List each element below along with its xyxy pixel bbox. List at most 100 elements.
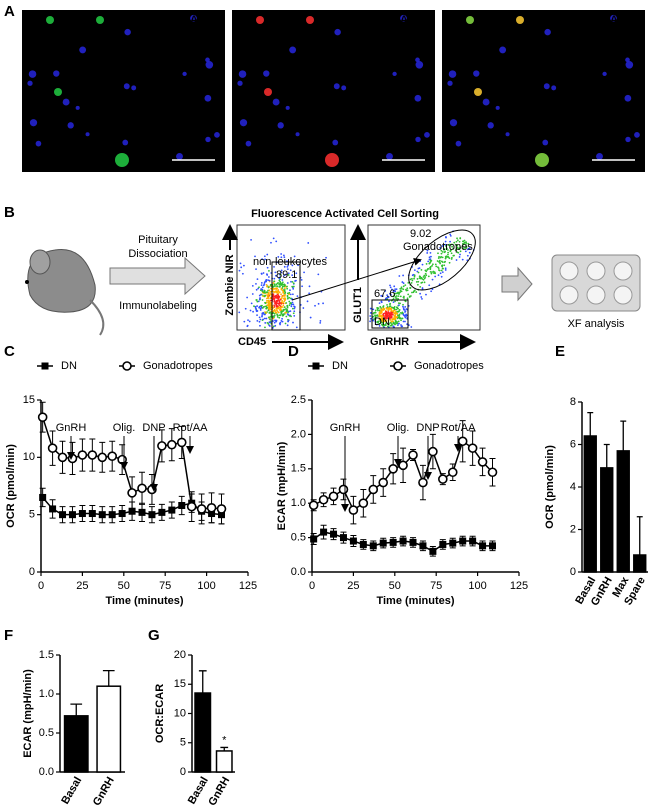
event (407, 293, 410, 296)
event (280, 271, 283, 274)
event (408, 295, 411, 298)
event (265, 297, 268, 300)
event (382, 314, 385, 317)
event (430, 290, 433, 293)
cell (625, 60, 634, 69)
event (421, 281, 424, 284)
event (294, 306, 296, 308)
event (436, 260, 439, 262)
cell (204, 94, 212, 102)
event (276, 299, 279, 302)
event (275, 319, 278, 322)
event (372, 308, 375, 311)
y-tick-label: 0 (180, 766, 186, 778)
event (385, 311, 388, 313)
chart: 0.0 0.5 1.0 1.5 2.0 2.5 ECAR (mpH/min) 0 25 50 75 1… (276, 360, 528, 607)
event (459, 237, 462, 239)
event (391, 323, 393, 326)
event (296, 295, 299, 297)
event (257, 300, 260, 303)
marker (467, 443, 478, 453)
cell (325, 153, 339, 167)
event (392, 295, 395, 298)
bar (194, 692, 212, 773)
cell (67, 122, 74, 129)
event (400, 319, 402, 322)
event (382, 305, 385, 307)
event (266, 321, 269, 324)
event (258, 294, 261, 297)
gate-label: DN (374, 316, 390, 328)
marker (399, 537, 407, 545)
event (417, 280, 420, 283)
event (401, 317, 404, 320)
event (275, 240, 278, 243)
event (267, 293, 270, 296)
event (286, 285, 288, 288)
event (273, 305, 276, 308)
legend-marker (122, 361, 132, 371)
marker (67, 453, 78, 464)
event (289, 293, 292, 296)
cell (28, 70, 37, 78)
cell (237, 80, 243, 86)
marker (128, 507, 136, 515)
event (413, 290, 415, 293)
event (392, 290, 395, 293)
event (464, 246, 467, 249)
event (398, 310, 400, 313)
event (256, 278, 259, 281)
event (431, 263, 434, 266)
event (274, 302, 276, 305)
event (422, 276, 425, 278)
event (396, 310, 399, 313)
x-tick-label: 25 (347, 580, 359, 592)
y-axis-title: OCR:ECAR (154, 684, 166, 743)
event (252, 310, 254, 313)
marker (338, 484, 349, 495)
event (390, 311, 392, 314)
event (264, 301, 266, 304)
event (263, 317, 266, 320)
event (397, 297, 399, 300)
event (459, 250, 462, 253)
marker (127, 488, 137, 498)
event (395, 292, 397, 295)
event (264, 326, 266, 329)
event (283, 256, 286, 259)
event (411, 291, 413, 294)
event (255, 310, 258, 313)
event (277, 302, 280, 305)
legend-marker (393, 361, 403, 371)
event (441, 271, 444, 274)
event (429, 271, 432, 273)
event (419, 292, 422, 295)
event (295, 326, 298, 329)
event (402, 305, 404, 308)
event (395, 312, 398, 315)
event (386, 306, 389, 308)
event (427, 260, 430, 263)
event (275, 285, 277, 287)
axis-title: GnRHR (370, 336, 409, 348)
y-tick-label: 10 (23, 451, 35, 463)
event (289, 289, 291, 292)
event (266, 266, 269, 269)
event (281, 289, 284, 292)
cell (341, 85, 347, 91)
event (283, 285, 286, 287)
event (267, 276, 270, 278)
cell (624, 94, 632, 102)
marker (148, 511, 156, 519)
event (307, 242, 310, 244)
event (264, 294, 267, 297)
event (461, 240, 464, 243)
marker (457, 436, 468, 447)
cell (176, 152, 183, 160)
event (416, 270, 419, 273)
event (266, 299, 268, 302)
event (449, 249, 452, 252)
event (269, 321, 272, 324)
event (439, 256, 442, 259)
y-tick-label: 4 (570, 481, 576, 493)
